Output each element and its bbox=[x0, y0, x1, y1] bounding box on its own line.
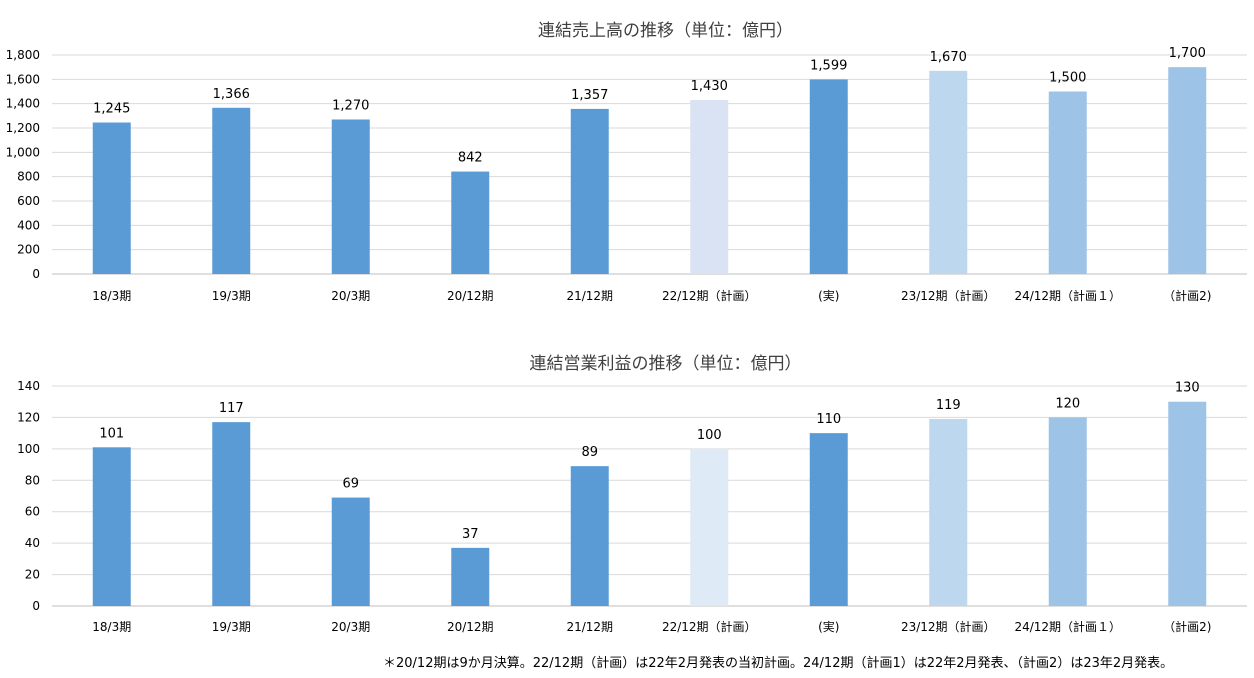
chart2-data-label: 37 bbox=[462, 527, 479, 542]
chart1-xtick-label: 19/3期 bbox=[212, 289, 251, 303]
chart2-bar bbox=[212, 422, 251, 606]
chart1-xtick-label: （計画2) bbox=[1163, 288, 1211, 303]
chart2-xtick-label: （計画2) bbox=[1163, 619, 1211, 634]
chart1-data-label: 842 bbox=[458, 151, 483, 166]
chart1-ytick-label: 0 bbox=[32, 267, 40, 281]
chart2-ytick-label: 140 bbox=[17, 379, 40, 393]
chart1-ytick-label: 1,600 bbox=[6, 72, 40, 86]
chart2-xtick-label: 22/12期（計画） bbox=[662, 619, 757, 634]
chart1-xtick-label: 22/12期（計画） bbox=[662, 288, 757, 303]
chart2-bar bbox=[570, 466, 609, 606]
chart1-xtick-label: 24/12期（計画１） bbox=[1014, 288, 1121, 303]
chart2-data-label: 101 bbox=[99, 426, 124, 441]
chart2-bar bbox=[92, 447, 131, 606]
chart1-data-label: 1,357 bbox=[571, 88, 608, 103]
chart1-data-label: 1,270 bbox=[332, 98, 369, 113]
chart1-bar bbox=[92, 122, 131, 275]
chart2-xtick-label: 23/12期（計画） bbox=[901, 619, 996, 634]
chart1-data-label: 1,700 bbox=[1169, 46, 1206, 61]
chart1-bar bbox=[451, 171, 490, 274]
chart1-ytick-label: 1,200 bbox=[6, 121, 40, 135]
chart2-ytick-label: 60 bbox=[25, 505, 40, 519]
chart2-data-label: 110 bbox=[816, 412, 841, 427]
chart2-ytick-label: 80 bbox=[25, 473, 40, 487]
chart2-bar bbox=[690, 448, 729, 606]
chart2-data-label: 120 bbox=[1055, 396, 1080, 411]
chart2-ytick-label: 100 bbox=[17, 442, 40, 456]
chart2-bar bbox=[809, 433, 848, 606]
chart1-data-label: 1,245 bbox=[93, 102, 130, 117]
chart2-title: 連結営業利益の推移（単位：億円） bbox=[530, 354, 802, 374]
chart1-data-label: 1,599 bbox=[810, 58, 847, 73]
chart1-bar bbox=[1048, 91, 1087, 274]
chart1-ytick-label: 600 bbox=[17, 194, 40, 208]
chart2-data-label: 130 bbox=[1175, 381, 1200, 396]
chart2-ytick-label: 0 bbox=[32, 599, 40, 613]
chart1-bar bbox=[809, 79, 848, 274]
chart1-bar bbox=[929, 70, 968, 274]
chart1-bar bbox=[331, 119, 370, 274]
chart2-data-label: 89 bbox=[581, 445, 598, 460]
chart1-xtick-label: 21/12期 bbox=[566, 289, 613, 303]
chart2-ytick-label: 40 bbox=[25, 536, 40, 550]
chart1-ytick-label: 1,800 bbox=[6, 48, 40, 62]
chart1-bar bbox=[1168, 67, 1207, 275]
chart2-xtick-label: 18/3期 bbox=[92, 620, 131, 634]
chart1-title: 連結売上高の推移（単位：億円） bbox=[538, 21, 793, 41]
chart2-xtick-label: 19/3期 bbox=[212, 620, 251, 634]
chart1-data-label: 1,670 bbox=[930, 50, 967, 65]
chart2-bar bbox=[1048, 417, 1087, 606]
chart1-bar bbox=[690, 100, 729, 275]
chart1-bar bbox=[570, 108, 609, 274]
chart2-data-label: 117 bbox=[219, 401, 244, 416]
chart2-xtick-label: 21/12期 bbox=[566, 620, 613, 634]
chart1-ytick-label: 800 bbox=[17, 170, 40, 184]
chart1-bar bbox=[212, 107, 251, 274]
chart2-ytick-label: 20 bbox=[25, 568, 40, 582]
chart1-data-label: 1,366 bbox=[213, 87, 250, 102]
chart1-ytick-label: 400 bbox=[17, 218, 40, 232]
charts-canvas: 連結売上高の推移（単位：億円）02004006008001,0001,2001,… bbox=[6, 21, 1247, 634]
chart2-bar bbox=[331, 497, 370, 606]
chart1-xtick-label: (実) bbox=[818, 288, 839, 303]
chart1-data-label: 1,430 bbox=[691, 79, 728, 94]
chart2-xtick-label: 20/12期 bbox=[447, 620, 494, 634]
chart2-data-label: 100 bbox=[697, 428, 722, 443]
chart1-xtick-label: 20/3期 bbox=[331, 289, 370, 303]
chart2-xtick-label: (実) bbox=[818, 619, 839, 634]
chart2-xtick-label: 20/3期 bbox=[331, 620, 370, 634]
chart1-ytick-label: 1,000 bbox=[6, 145, 40, 159]
chart2-ytick-label: 120 bbox=[17, 410, 40, 424]
chart1-xtick-label: 18/3期 bbox=[92, 289, 131, 303]
chart2-xtick-label: 24/12期（計画１） bbox=[1014, 619, 1121, 634]
chart2-bar bbox=[451, 547, 490, 606]
chart1-ytick-label: 200 bbox=[17, 243, 40, 257]
chart2-data-label: 69 bbox=[342, 477, 359, 492]
chart2-bar bbox=[929, 419, 968, 606]
chart1-xtick-label: 23/12期（計画） bbox=[901, 288, 996, 303]
footnote: ＊20/12期は9か月決算。22/12期（計画）は22年2月発表の当初計画。24… bbox=[383, 656, 1174, 671]
chart1-xtick-label: 20/12期 bbox=[447, 289, 494, 303]
chart1-ytick-label: 1,400 bbox=[6, 97, 40, 111]
chart1-data-label: 1,500 bbox=[1049, 71, 1086, 86]
chart2-data-label: 119 bbox=[936, 398, 961, 413]
chart2-bar bbox=[1168, 401, 1207, 606]
